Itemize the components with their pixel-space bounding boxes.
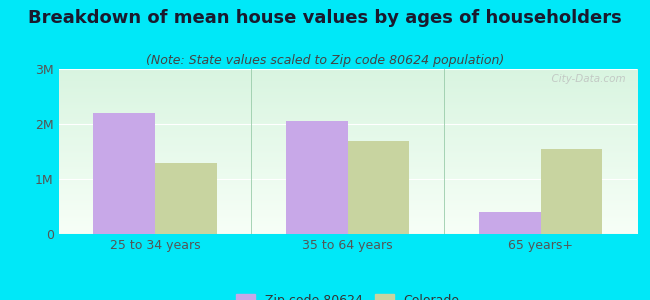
Bar	[286, 121, 348, 234]
Bar	[348, 140, 410, 234]
Bar	[155, 163, 216, 234]
Bar	[479, 212, 541, 234]
Bar	[93, 113, 155, 234]
Bar	[541, 149, 603, 234]
Text: (Note: State values scaled to Zip code 80624 population): (Note: State values scaled to Zip code 8…	[146, 54, 504, 67]
Text: City-Data.com: City-Data.com	[545, 74, 625, 84]
Text: Breakdown of mean house values by ages of householders: Breakdown of mean house values by ages o…	[28, 9, 622, 27]
Legend: Zip code 80624, Colorado: Zip code 80624, Colorado	[236, 294, 460, 300]
